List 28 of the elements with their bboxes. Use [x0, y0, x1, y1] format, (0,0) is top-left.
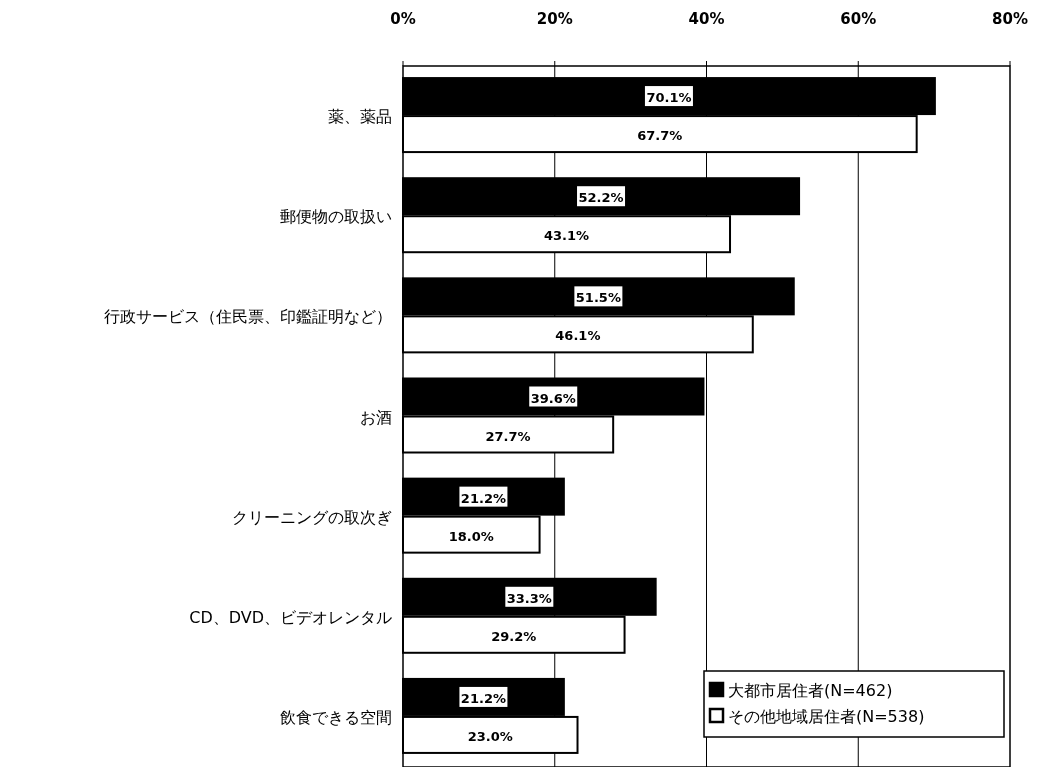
data-label: 51.5%: [575, 290, 621, 306]
data-label: 46.1%: [555, 328, 601, 344]
y-tick-label: 郵便物の取扱い: [280, 207, 392, 227]
data-label: 29.2%: [491, 628, 537, 644]
y-tick-label: クリーニングの取次ぎ: [232, 507, 392, 527]
y-tick-label: お酒: [360, 407, 392, 427]
data-label: 52.2%: [578, 190, 624, 206]
legend-label: 大都市居住者(N=462): [728, 681, 893, 700]
x-tick-label: 80%: [992, 10, 1028, 28]
data-label: 23.0%: [467, 728, 513, 744]
data-label: 39.6%: [530, 390, 576, 406]
data-label: 70.1%: [646, 90, 692, 106]
data-label: 21.2%: [460, 490, 506, 506]
y-tick-label: CD、DVD、ビデオレンタル: [189, 607, 392, 627]
data-label: 27.7%: [485, 428, 531, 444]
data-label: 33.3%: [506, 590, 552, 606]
legend-label: その他地域居住者(N=538): [728, 707, 925, 726]
y-tick-label: 薬、薬品: [328, 107, 392, 127]
y-tick-label: 飲食できる空間: [280, 707, 392, 727]
data-label: 43.1%: [543, 228, 590, 244]
x-tick-label: 20%: [536, 10, 573, 28]
x-tick-label: 0%: [390, 10, 416, 28]
y-tick-label: 行政サービス（住民票、印鑑証明など）: [104, 307, 392, 327]
data-label: 67.7%: [637, 128, 683, 144]
x-tick-label: 40%: [688, 10, 725, 28]
data-label: 18.0%: [448, 528, 494, 544]
x-tick-label: 60%: [840, 10, 877, 28]
data-label: 21.2%: [460, 690, 506, 706]
